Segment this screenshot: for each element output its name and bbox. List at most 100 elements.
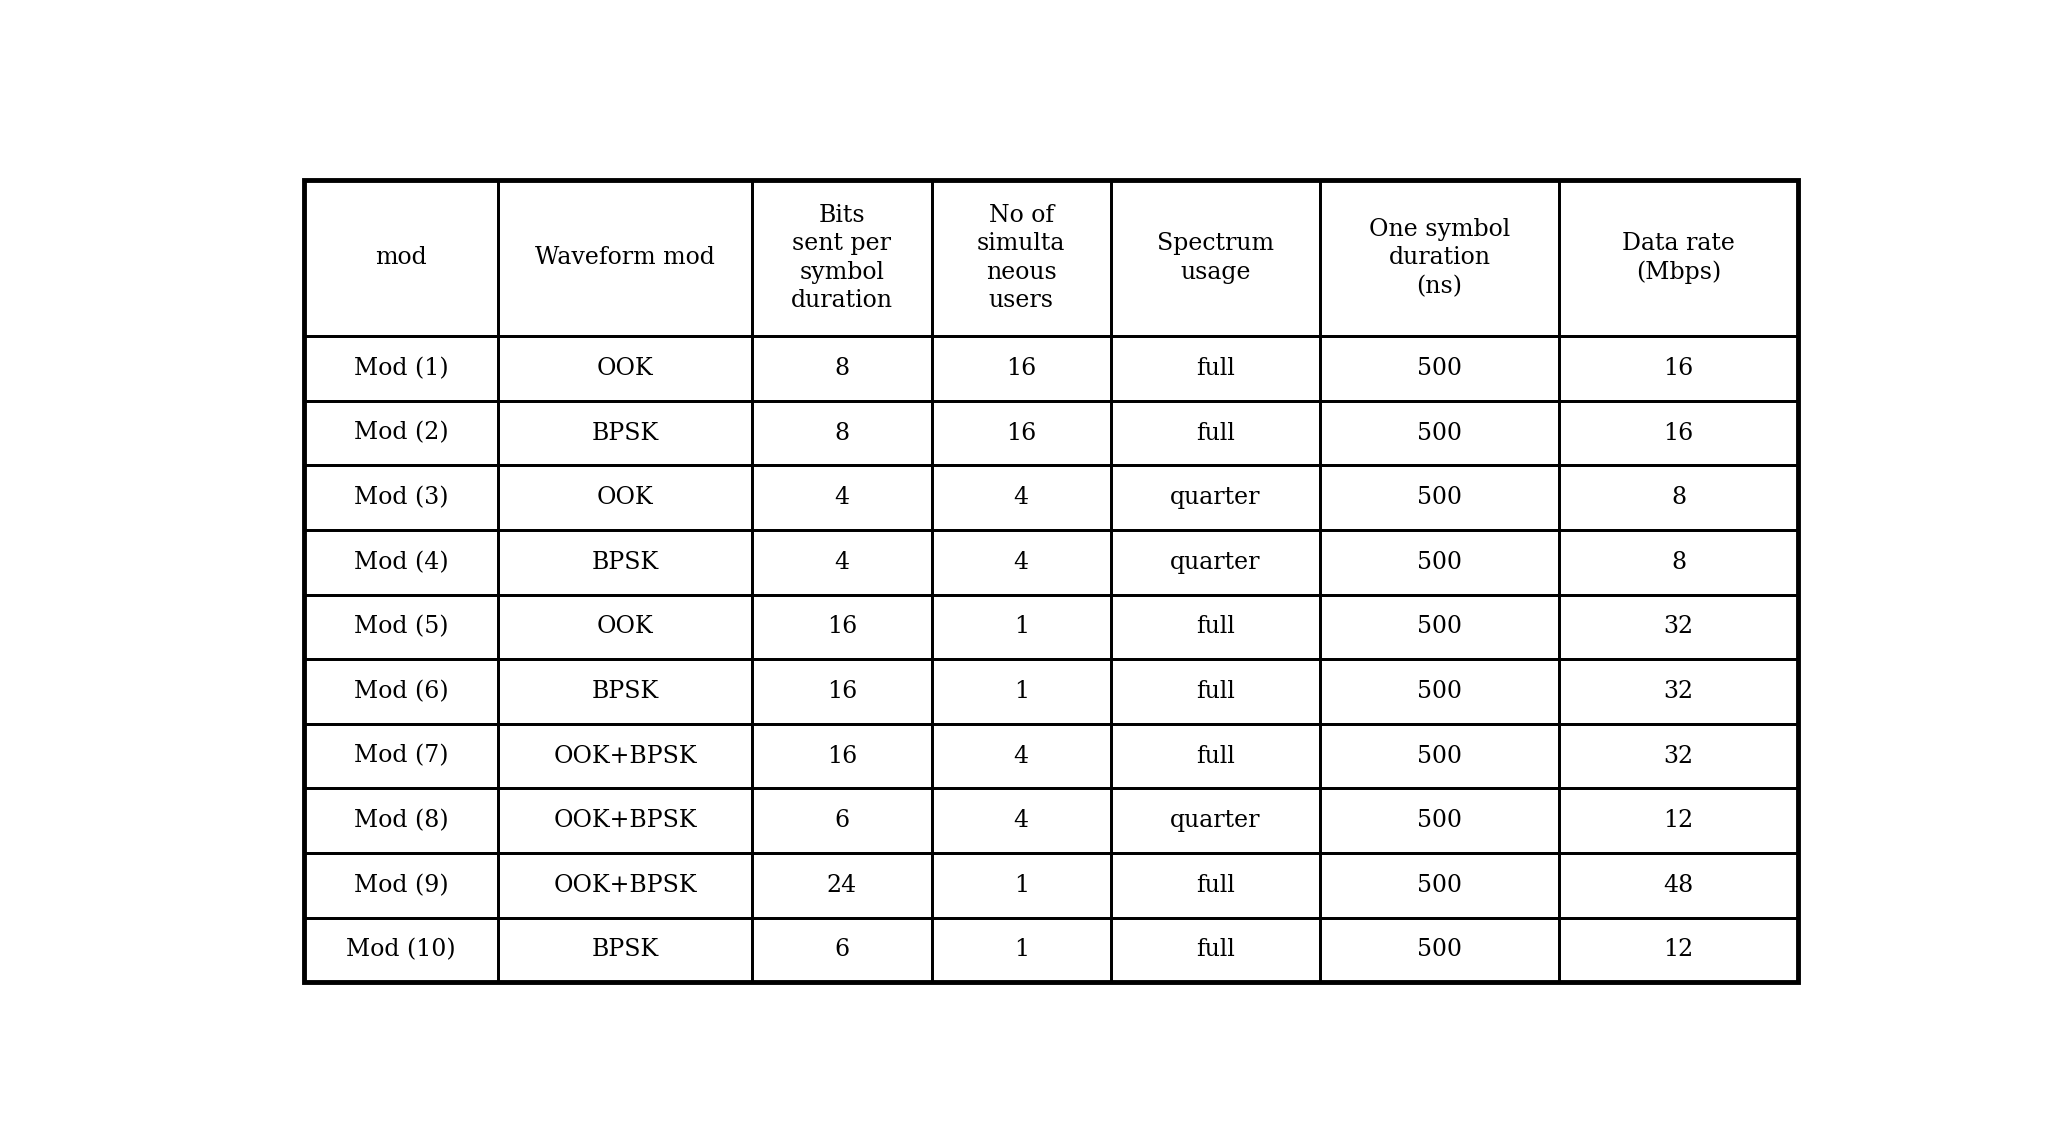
Text: 1: 1 (1013, 874, 1030, 897)
Text: BPSK: BPSK (593, 680, 658, 702)
Bar (753, 179, 931, 337)
Bar (931, 401, 1112, 466)
Bar (1321, 659, 1559, 724)
Bar (1112, 853, 1321, 918)
Bar (753, 595, 931, 659)
Bar (1559, 179, 1799, 337)
Bar (498, 789, 753, 853)
Bar (753, 918, 931, 982)
Bar (931, 179, 1112, 337)
Bar (1559, 595, 1799, 659)
Bar (304, 466, 498, 530)
Bar (1321, 724, 1559, 789)
Text: 16: 16 (827, 744, 857, 767)
Text: 8: 8 (1672, 551, 1686, 573)
Bar (931, 530, 1112, 595)
Bar (1321, 466, 1559, 530)
Bar (304, 853, 498, 918)
Bar (1112, 179, 1321, 337)
Bar (1559, 918, 1799, 982)
Bar (1321, 918, 1559, 982)
Bar (753, 724, 931, 789)
Bar (1112, 401, 1321, 466)
Bar (1559, 466, 1799, 530)
Bar (498, 401, 753, 466)
Bar (1112, 337, 1321, 401)
Bar (931, 530, 1112, 595)
Bar (498, 659, 753, 724)
Bar (304, 659, 498, 724)
Bar (304, 918, 498, 982)
Bar (498, 466, 753, 530)
Bar (304, 530, 498, 595)
Text: Mod (3): Mod (3) (355, 486, 449, 509)
Text: No of
simulta
neous
users: No of simulta neous users (976, 204, 1064, 312)
Bar (1559, 789, 1799, 853)
Bar (1112, 724, 1321, 789)
Text: full: full (1196, 421, 1235, 444)
Bar (304, 401, 498, 466)
Bar (304, 789, 498, 853)
Bar (498, 337, 753, 401)
Bar (1321, 179, 1559, 337)
Bar (498, 853, 753, 918)
Text: 16: 16 (827, 615, 857, 638)
Bar (1559, 789, 1799, 853)
Bar (304, 659, 498, 724)
Bar (1112, 179, 1321, 337)
Bar (1321, 179, 1559, 337)
Bar (498, 179, 753, 337)
Bar (304, 789, 498, 853)
Bar (1559, 853, 1799, 918)
Bar (304, 724, 498, 789)
Text: 4: 4 (835, 486, 849, 509)
Bar (931, 724, 1112, 789)
Text: BPSK: BPSK (593, 551, 658, 573)
Text: Bits
sent per
symbol
duration: Bits sent per symbol duration (792, 204, 892, 312)
Text: 500: 500 (1417, 357, 1462, 380)
Text: 500: 500 (1417, 421, 1462, 444)
Bar (498, 918, 753, 982)
Text: Mod (1): Mod (1) (355, 357, 449, 380)
Bar (1321, 595, 1559, 659)
Bar (753, 466, 931, 530)
Text: full: full (1196, 357, 1235, 380)
Bar (1321, 595, 1559, 659)
Bar (1321, 918, 1559, 982)
Bar (498, 918, 753, 982)
Text: OOK: OOK (597, 615, 654, 638)
Text: One symbol
duration
(ns): One symbol duration (ns) (1368, 218, 1510, 298)
Bar (753, 659, 931, 724)
Bar (304, 466, 498, 530)
Bar (1559, 179, 1799, 337)
Text: BPSK: BPSK (593, 421, 658, 444)
Text: 4: 4 (1013, 809, 1030, 832)
Text: 500: 500 (1417, 744, 1462, 767)
Text: quarter: quarter (1171, 486, 1261, 509)
Bar (753, 659, 931, 724)
Bar (1112, 918, 1321, 982)
Bar (498, 401, 753, 466)
Bar (931, 179, 1112, 337)
Text: 4: 4 (1013, 551, 1030, 573)
Bar (753, 401, 931, 466)
Bar (931, 659, 1112, 724)
Bar (1321, 337, 1559, 401)
Text: Mod (9): Mod (9) (355, 874, 449, 897)
Text: 32: 32 (1663, 615, 1694, 638)
Bar (753, 401, 931, 466)
Text: OOK+BPSK: OOK+BPSK (554, 744, 697, 767)
Text: 6: 6 (835, 809, 849, 832)
Bar (1559, 659, 1799, 724)
Bar (1112, 179, 1321, 337)
Bar (304, 853, 498, 918)
Bar (1321, 659, 1559, 724)
Bar (1112, 401, 1321, 466)
Text: 48: 48 (1663, 874, 1694, 897)
Bar (498, 724, 753, 789)
Text: Mod (7): Mod (7) (355, 744, 449, 767)
Bar (1112, 466, 1321, 530)
Bar (304, 401, 498, 466)
Bar (753, 918, 931, 982)
Bar (1321, 401, 1559, 466)
